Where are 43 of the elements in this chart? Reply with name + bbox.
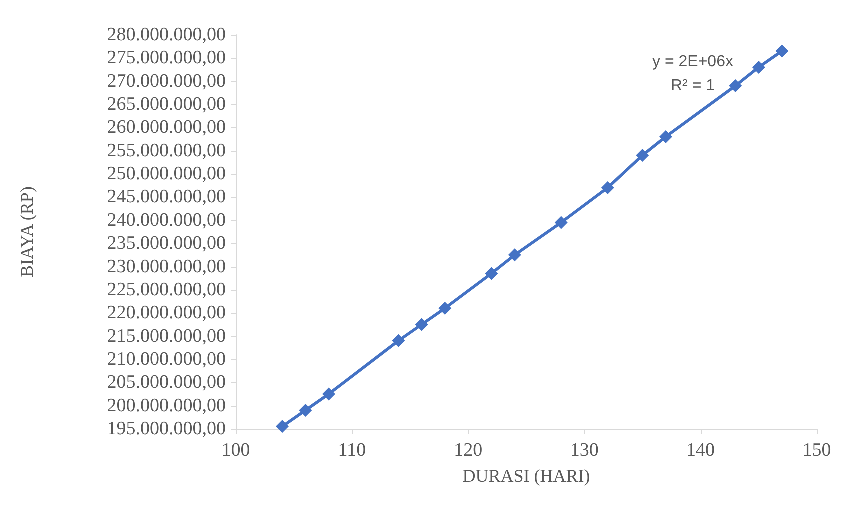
point [415,318,428,332]
y-tick-label: 210.000.000,00 [107,348,226,370]
point [554,216,568,230]
y-tick-label: 250.000.000,00 [107,164,226,185]
y-tick-label: 245.000.000,00 [107,186,226,208]
x-tick-label: 120 [454,440,483,461]
x-tick-label: 100 [222,440,250,461]
point [508,248,522,262]
point [485,267,498,280]
point [322,388,336,401]
y-tick-label: 200.000.000,00 [107,395,226,416]
y-tick-label: 275.000.000,00 [107,48,226,69]
point [776,44,789,58]
point [659,130,672,144]
y-tick-label: 265.000.000,00 [107,94,226,116]
y-tick-label: 255.000.000,00 [107,140,226,162]
y-tick-label: 240.000.000,00 [107,210,226,231]
y-axis-title: BIAYA (RP) [17,186,37,278]
x-tick-label: 130 [570,440,599,461]
y-tick-label: 220.000.000,00 [107,302,226,324]
annotation: R² = 1 [670,78,716,94]
x-tick-label: 110 [338,440,366,461]
annotation: y = 2E+06x [652,54,734,70]
point [392,334,406,348]
y-tick-label: 195.000.000,00 [107,418,226,440]
y-tick-label: 260.000.000,00 [107,117,226,138]
x-tick-label: 140 [686,440,716,461]
point [729,79,742,92]
y-tick-label: 235.000.000,00 [107,233,226,254]
y-tick-label: 280.000.000,00 [107,24,226,46]
x-tick-label: 150 [802,440,832,461]
y-tick-label: 225.000.000,00 [107,279,226,300]
y-tick-label: 215.000.000,00 [107,326,226,347]
point [438,302,452,315]
y-tick-label: 270.000.000,00 [107,70,226,92]
point [636,149,650,162]
point [299,404,312,417]
point [601,181,614,194]
y-tick-label: 230.000.000,00 [107,256,226,278]
point [752,60,766,74]
y-tick-label: 205.000.000,00 [107,372,226,394]
point [276,420,289,434]
x-axis-title: DURASI (HARI) [462,466,590,486]
